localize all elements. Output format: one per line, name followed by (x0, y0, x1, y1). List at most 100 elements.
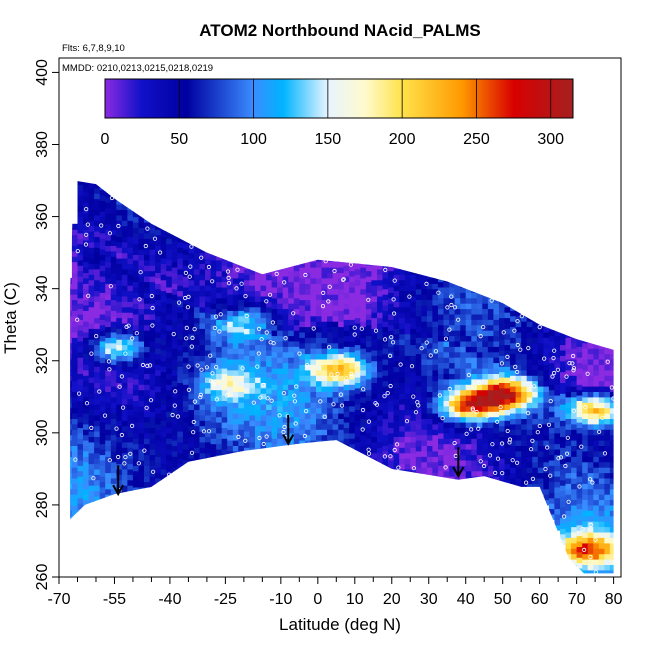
heat-cell (160, 382, 167, 389)
heat-cell (71, 272, 78, 279)
heat-cell (260, 344, 267, 351)
heat-cell (354, 290, 361, 297)
heat-cell (205, 322, 212, 329)
heat-cell (121, 279, 128, 286)
sample-point (499, 361, 504, 366)
heat-cell (271, 368, 278, 374)
heat-cell (171, 407, 178, 414)
heat-cell (499, 322, 506, 329)
heat-cell (232, 445, 239, 452)
heat-cell (271, 400, 278, 407)
heat-cell (377, 425, 384, 432)
heat-cell (487, 303, 494, 310)
heat-cell (526, 450, 533, 457)
heat-cell (210, 416, 217, 423)
heat-cell (604, 450, 611, 457)
heat-cell (221, 389, 228, 396)
heat-cell (421, 267, 428, 273)
heat-cell (271, 389, 278, 396)
heat-cell (255, 274, 262, 281)
x-tick-label: 40 (457, 591, 475, 608)
heat-cell (365, 297, 372, 304)
heat-cell (210, 432, 217, 439)
sample-point (551, 355, 556, 361)
heat-cell (443, 313, 450, 320)
heat-cell (421, 375, 428, 382)
heat-cell (399, 333, 406, 340)
heat-cell (432, 445, 439, 452)
heat-cell (582, 494, 589, 501)
heat-cell (266, 366, 273, 373)
heat-cell (282, 422, 289, 428)
heat-cell (365, 378, 372, 385)
heat-cell (454, 340, 461, 347)
heat-cell (560, 393, 567, 400)
heat-cell (188, 387, 195, 394)
heat-cell (515, 396, 522, 403)
heat-cell (132, 254, 139, 261)
heat-cell (260, 317, 267, 324)
heat-cell (127, 225, 134, 232)
heat-cell (121, 495, 128, 502)
heat-cell (354, 420, 361, 427)
heat-cell (288, 438, 295, 445)
heat-cell (160, 414, 167, 421)
sample-point (449, 294, 454, 299)
heat-cell (255, 344, 262, 351)
heat-cell (332, 342, 339, 349)
heat-cell (587, 521, 594, 528)
heat-cell (94, 322, 101, 329)
heat-cell (132, 454, 139, 461)
heat-cell (77, 384, 84, 391)
heat-cell (465, 335, 472, 342)
heat-cell (382, 277, 389, 284)
heat-cell (532, 407, 539, 414)
heat-cell (144, 486, 151, 493)
heat-cell (271, 432, 278, 439)
heat-cell (171, 413, 178, 419)
sample-point (281, 390, 286, 396)
heat-cell (410, 387, 417, 394)
heat-cell (149, 378, 156, 385)
heat-cell (210, 378, 217, 385)
heat-cell (260, 355, 267, 362)
heat-cell (77, 238, 84, 245)
heat-cell (609, 553, 614, 560)
heat-cell (548, 319, 555, 326)
heat-cell (205, 441, 212, 448)
heat-cell (216, 373, 223, 380)
sample-point (360, 427, 365, 432)
heat-cell (393, 425, 400, 432)
heat-cell (377, 447, 384, 454)
heat-cell (438, 378, 445, 385)
heat-cell (421, 272, 428, 279)
heat-cell (576, 449, 583, 456)
heat-cell (304, 283, 311, 290)
heat-cell (138, 308, 145, 315)
heat-cell (316, 342, 323, 349)
heat-cell (354, 312, 361, 319)
heat-cell (205, 355, 212, 362)
heat-cell (521, 445, 528, 452)
heat-cell (177, 431, 184, 437)
heat-cell (377, 306, 384, 313)
heat-cell (609, 548, 614, 555)
heat-cell (116, 344, 123, 351)
heat-cell (476, 411, 483, 418)
heat-cell (83, 234, 90, 241)
heat-cell (238, 261, 245, 268)
heat-cell (460, 459, 467, 466)
heat-cell (121, 193, 128, 200)
heat-cell (410, 398, 417, 405)
heat-cell (99, 335, 106, 342)
heat-cell (105, 423, 112, 430)
heat-cell (127, 285, 134, 292)
heat-cell (476, 335, 483, 342)
sample-point (261, 441, 266, 447)
heat-cell (432, 440, 439, 446)
heat-cell (515, 467, 522, 474)
heat-cell (604, 375, 611, 382)
heat-cell (360, 321, 367, 328)
heat-cell (77, 184, 84, 191)
heat-cell (227, 304, 234, 311)
